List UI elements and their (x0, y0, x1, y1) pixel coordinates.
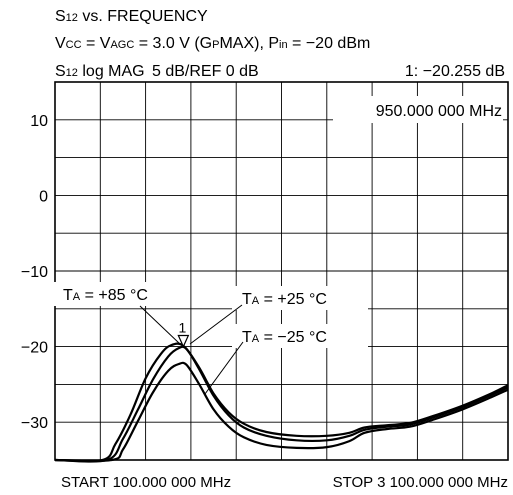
y-tick-label: 10 (30, 113, 48, 130)
marker-frequency: 950.000 000 MHz (376, 103, 502, 120)
marker-frequency-box (333, 96, 503, 123)
series-line-25c (54, 345, 509, 463)
leader-85c (139, 305, 181, 345)
marker-1: 1 (177, 320, 190, 348)
scale-label: 5 dB/REF 0 dB (152, 63, 259, 80)
leader-minus25c (204, 341, 244, 395)
marker-triangle-icon (177, 334, 190, 348)
leader-25c (189, 304, 243, 345)
annotation-bg-85 (50, 282, 186, 306)
conditions-line: VCC = VAGC = 3.0 V (GPMAX), Pin = −20 dB… (55, 35, 370, 52)
chart-title: S12 vs. FREQUENCY (55, 8, 208, 25)
y-tick-labels: 10 0 −10 −20 −30 (21, 113, 48, 432)
annotation-minus25c: TA = −25 °C (242, 329, 327, 346)
plot-frame (54, 81, 509, 461)
annotation-25c: TA = +25 °C (242, 291, 327, 308)
start-frequency: START 100.000 000 MHz (61, 474, 231, 491)
marker-number: 1 (178, 320, 186, 336)
series-line-minus25c (54, 361, 509, 462)
y-tick-label: −30 (21, 415, 48, 432)
annotation-85c: TA = +85 °C (63, 287, 148, 304)
series-line-85c (54, 342, 509, 463)
annotation-bg-25 (232, 286, 368, 310)
annotation-bg-minus25 (232, 324, 368, 348)
y-tick-label: −20 (21, 340, 48, 357)
marker-readout: 1: −20.255 dB (405, 63, 505, 80)
format-line: S12 log MAG (55, 63, 145, 80)
plot-grid (55, 82, 508, 460)
series-lines (54, 342, 509, 463)
y-tick-label: 0 (39, 188, 48, 205)
stop-frequency: STOP 3 100.000 000 MHz (333, 474, 508, 491)
y-tick-label: −10 (21, 264, 48, 281)
